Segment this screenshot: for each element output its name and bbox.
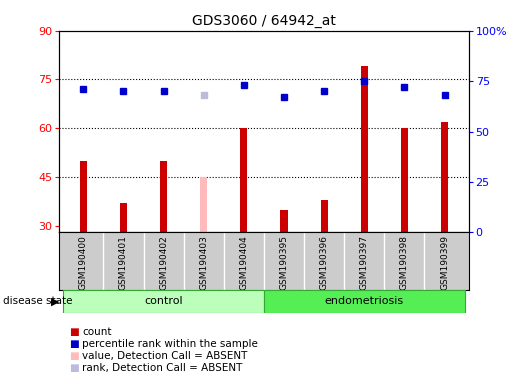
Bar: [320, 200, 328, 232]
Text: GSM190395: GSM190395: [280, 235, 288, 290]
Bar: [80, 161, 87, 232]
Bar: [63, 290, 264, 313]
Text: ▶: ▶: [52, 296, 60, 306]
Text: rank, Detection Call = ABSENT: rank, Detection Call = ABSENT: [82, 363, 243, 373]
Text: GSM190397: GSM190397: [360, 235, 369, 290]
Text: count: count: [82, 327, 112, 337]
Bar: [441, 122, 448, 232]
Bar: [280, 210, 287, 232]
Bar: [200, 177, 208, 232]
Text: percentile rank within the sample: percentile rank within the sample: [82, 339, 259, 349]
Bar: [360, 66, 368, 232]
Text: GSM190403: GSM190403: [199, 235, 208, 290]
Text: GSM190396: GSM190396: [320, 235, 329, 290]
Text: ■: ■: [70, 339, 79, 349]
Bar: [160, 161, 167, 232]
Text: value, Detection Call = ABSENT: value, Detection Call = ABSENT: [82, 351, 248, 361]
Bar: [264, 290, 465, 313]
Text: GSM190399: GSM190399: [440, 235, 449, 290]
Text: disease state: disease state: [3, 296, 72, 306]
Text: GSM190400: GSM190400: [79, 235, 88, 290]
Text: ■: ■: [70, 327, 79, 337]
Text: GSM190398: GSM190398: [400, 235, 409, 290]
Title: GDS3060 / 64942_at: GDS3060 / 64942_at: [192, 14, 336, 28]
Text: endometriosis: endometriosis: [325, 296, 404, 306]
Text: GSM190402: GSM190402: [159, 235, 168, 290]
Text: GSM190404: GSM190404: [239, 235, 248, 290]
Bar: [120, 203, 127, 232]
Text: control: control: [144, 296, 183, 306]
Text: ■: ■: [70, 363, 79, 373]
Bar: [401, 128, 408, 232]
Text: GSM190401: GSM190401: [119, 235, 128, 290]
Bar: [241, 128, 248, 232]
Text: ■: ■: [70, 351, 79, 361]
